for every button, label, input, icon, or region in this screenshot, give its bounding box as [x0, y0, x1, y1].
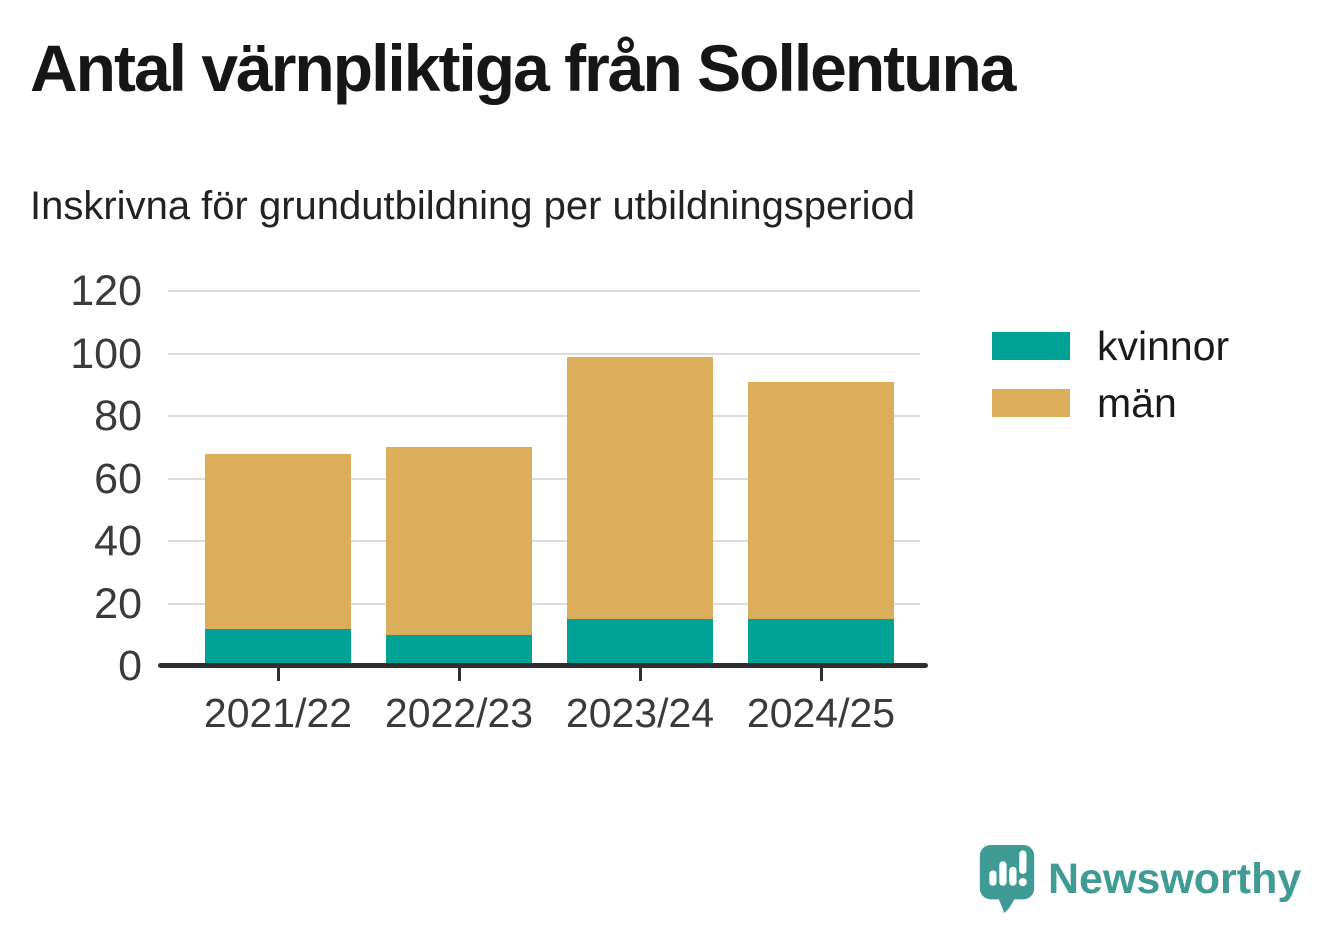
gridline	[168, 290, 920, 292]
x-tick-label: 2023/24	[565, 690, 715, 736]
legend-swatch-kvinnor	[992, 332, 1070, 360]
x-tick-label: 2022/23	[384, 690, 534, 736]
x-tick-label: 2024/25	[746, 690, 896, 736]
gridline	[168, 352, 920, 355]
y-tick-label: 80	[94, 392, 142, 440]
gridline	[168, 540, 920, 542]
y-tick-label: 20	[94, 579, 142, 628]
x-tick-label: 2021/22	[203, 690, 353, 736]
plot-area	[168, 290, 920, 666]
gridline	[168, 602, 920, 605]
legend-item-kvinnor: kvinnor	[992, 322, 1229, 370]
legend-label: män	[1097, 380, 1177, 426]
x-axis-tick	[638, 668, 642, 681]
x-axis-line	[158, 663, 928, 668]
x-axis-tick	[457, 668, 461, 681]
bar-segment-män	[386, 447, 532, 635]
y-axis: 0 20 40 60 80 100 120	[0, 0, 142, 939]
x-axis-tick	[276, 668, 280, 681]
newsworthy-logo: Newsworthy	[978, 843, 1301, 914]
bar-segment-män	[205, 453, 351, 629]
gridline	[168, 477, 920, 480]
y-tick-label: 40	[94, 517, 142, 565]
bar-segment-kvinnor	[567, 619, 713, 666]
y-tick-label: 0	[118, 642, 142, 690]
newsworthy-logo-icon	[979, 844, 1035, 913]
legend: kvinnor män	[992, 322, 1229, 436]
legend-swatch-män	[992, 389, 1070, 417]
gridline	[168, 415, 920, 417]
bar-segment-män	[567, 356, 713, 620]
bar-segment-kvinnor	[748, 619, 894, 666]
legend-item-män: män	[992, 379, 1229, 427]
y-tick-label: 60	[94, 454, 142, 503]
chart-subtitle: Inskrivna för grundutbildning per utbild…	[30, 184, 915, 228]
x-axis-tick	[819, 668, 823, 681]
y-tick-label: 120	[70, 267, 142, 315]
bar-segment-kvinnor	[386, 634, 532, 666]
bar-segment-män	[748, 381, 894, 620]
bar-segment-kvinnor	[205, 628, 351, 666]
y-tick-label: 100	[70, 329, 142, 378]
newsworthy-logo-text: Newsworthy	[1048, 854, 1302, 903]
chart-title: Antal värnpliktiga från Sollentuna	[30, 31, 1016, 105]
legend-label: kvinnor	[1097, 323, 1230, 369]
